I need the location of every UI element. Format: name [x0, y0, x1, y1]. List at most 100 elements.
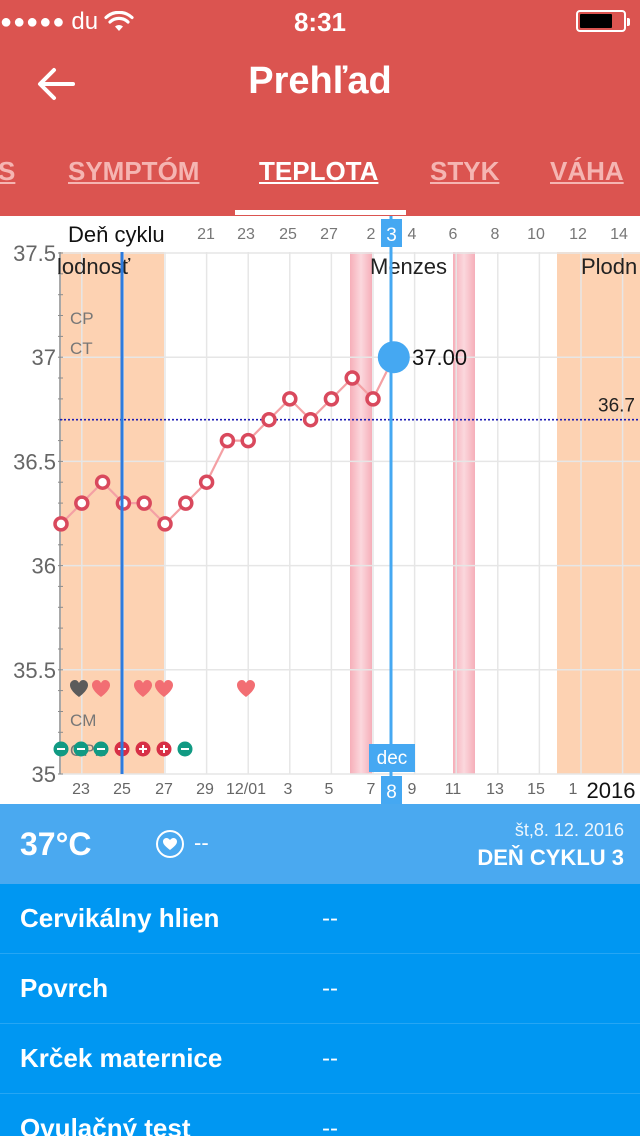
- selected-month: dec: [377, 748, 408, 769]
- heart-icon: [92, 680, 110, 697]
- selected-day-summary: 37°C -- št,8. 12. 2016 DEŇ CYKLU 3: [0, 804, 640, 884]
- row-label-cp: CP: [70, 309, 94, 328]
- y-axis-tick: 37: [32, 345, 56, 370]
- fertile-window-band: [557, 252, 640, 774]
- temperature-point: [240, 432, 256, 449]
- date-tick: 7: [367, 781, 376, 798]
- year-label-bg: [580, 778, 640, 804]
- cycle-day-tick: 14: [610, 226, 628, 243]
- tab-symptoms-partial[interactable]: S: [0, 156, 16, 186]
- date-tick: 5: [325, 781, 334, 798]
- arrow-left-icon: [38, 68, 75, 100]
- band-label-period: Menzes: [370, 254, 447, 279]
- temperature-point: [53, 516, 69, 532]
- detail-label: Ovulačný test: [20, 1113, 191, 1136]
- temperature-point: [261, 411, 277, 428]
- current-temperature-point: [377, 341, 410, 374]
- date-tick: 15: [527, 781, 545, 798]
- date-tick: 29: [196, 781, 214, 798]
- band-label-fertile: Plodn: [581, 254, 637, 279]
- tab-temperature[interactable]: TEPLOTA: [259, 156, 379, 186]
- tab-intercourse[interactable]: STYK: [430, 156, 500, 186]
- temperature-point: [74, 495, 90, 511]
- y-axis-tick: 36.5: [13, 449, 56, 474]
- detail-row-ovulation-test[interactable]: Ovulačný test --: [0, 1094, 640, 1136]
- cycle-day-tick: 10: [527, 226, 545, 243]
- date-tick: 25: [113, 781, 131, 798]
- temperature-point: [323, 391, 340, 407]
- temperature-point: [344, 370, 360, 386]
- cycle-day-label: DEŇ CYKLU 3: [477, 845, 624, 870]
- wifi-icon: [104, 11, 134, 31]
- selected-cycle-day-badge: [381, 219, 402, 247]
- temperature-point: [94, 474, 111, 490]
- heart-icon: [237, 680, 255, 697]
- heart-icon: [134, 680, 152, 697]
- temperature-point: [157, 516, 173, 532]
- band-label-fertile: lodnosť: [57, 254, 131, 279]
- heart-circle-icon: [156, 830, 184, 858]
- y-axis-tick: 35: [32, 762, 56, 787]
- heart-icon: [70, 680, 88, 697]
- tab-active-indicator: [235, 210, 406, 215]
- cycle-day-tick: 6: [449, 226, 458, 243]
- cycle-day-tick: 4: [408, 226, 417, 243]
- back-button[interactable]: [30, 58, 82, 110]
- app-header: ●●●●● du 8:31 Prehľad S SYMPTÓM TEPLOTA …: [0, 0, 640, 216]
- cycle-day-tick: 8: [491, 226, 500, 243]
- date-tick: 3: [284, 781, 293, 798]
- signal-dots: ●●●●●: [0, 10, 66, 33]
- detail-value: --: [322, 905, 338, 932]
- heart-icon: [155, 680, 173, 697]
- temperature-point: [365, 391, 381, 407]
- temperature-value: 37°C: [20, 826, 92, 862]
- detail-value: --: [322, 1045, 338, 1072]
- period-band: [453, 252, 475, 774]
- temperature-point: [136, 495, 152, 511]
- row-label-ct: CT: [70, 339, 93, 358]
- cycle-axis-title: Deň cyklu: [68, 222, 165, 247]
- detail-label: Povrch: [20, 973, 109, 1003]
- date-tick: 23: [72, 781, 90, 798]
- cycle-day-tick: 12: [569, 226, 587, 243]
- tab-symptom[interactable]: SYMPTÓM: [68, 156, 200, 186]
- detail-label: Krček maternice: [20, 1043, 223, 1073]
- status-bar: ●●●●● du 8:31: [0, 0, 640, 44]
- temperature-point: [219, 432, 236, 449]
- cycle-day-tick: 2: [367, 226, 376, 243]
- status-time: 8:31: [293, 7, 347, 37]
- year-label: 2016: [587, 778, 636, 803]
- tab-bar: S SYMPTÓM TEPLOTA STYK VÁHA: [0, 150, 640, 216]
- current-temperature-label: 37.00: [412, 345, 467, 370]
- detail-row-cervical-mucus[interactable]: Cervikálny hlien --: [0, 884, 640, 954]
- temperature-point: [282, 391, 298, 407]
- date-tick: 12/01: [226, 781, 266, 798]
- selected-cycle-day: 3: [386, 225, 397, 246]
- detail-value: --: [322, 1115, 338, 1136]
- row-label-cm: CM: [70, 711, 96, 730]
- intercourse-value: --: [194, 830, 209, 855]
- y-axis-tick: 37.5: [13, 241, 56, 266]
- page-title: Prehľad: [248, 60, 392, 102]
- date-tick: 1: [569, 781, 578, 798]
- date-tick: 27: [155, 781, 173, 798]
- y-axis-tick: 36: [32, 554, 56, 579]
- period-band: [350, 252, 372, 774]
- carrier-info: ●●●●● du: [0, 8, 134, 36]
- detail-list: Cervikálny hlien -- Povrch -- Krček mate…: [0, 884, 640, 1136]
- selected-day: 8: [386, 782, 397, 803]
- temperature-point: [302, 411, 319, 428]
- detail-row-cervix[interactable]: Krček maternice --: [0, 1024, 640, 1094]
- cycle-day-tick: 21: [197, 226, 215, 243]
- detail-row-surface[interactable]: Povrch --: [0, 954, 640, 1024]
- temperature-point: [178, 495, 194, 511]
- tab-weight[interactable]: VÁHA: [550, 156, 624, 186]
- date-tick: 13: [486, 781, 504, 798]
- date-tick: 11: [445, 781, 462, 798]
- cycle-day-tick: 23: [237, 226, 255, 243]
- cycle-day-tick: 25: [279, 226, 297, 243]
- selected-day-badge: [381, 776, 402, 804]
- detail-value: --: [322, 975, 338, 1002]
